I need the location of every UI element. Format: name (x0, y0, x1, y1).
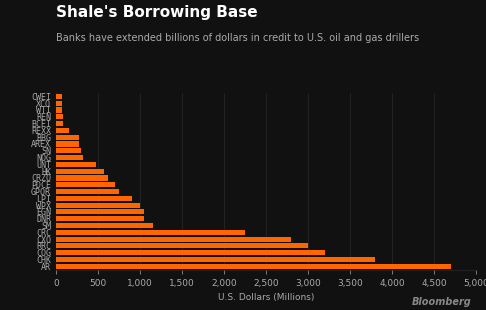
Bar (56, 264, 451, 269)
Bar (56, 243, 308, 248)
Bar (56, 216, 144, 221)
Bar (56, 101, 62, 106)
Bar (56, 148, 81, 153)
Bar (56, 182, 115, 187)
Bar (56, 223, 153, 228)
Bar (56, 230, 245, 235)
Bar (56, 250, 325, 255)
Text: Shale's Borrowing Base: Shale's Borrowing Base (56, 5, 258, 20)
Bar (56, 162, 96, 167)
Bar (56, 141, 79, 147)
Bar (56, 189, 119, 194)
Bar (56, 237, 291, 242)
Bar (56, 108, 62, 113)
Bar (56, 128, 69, 133)
Bar (56, 209, 144, 215)
Bar (56, 257, 375, 262)
Bar (56, 135, 79, 140)
Text: Banks have extended billions of dollars in credit to U.S. oil and gas drillers: Banks have extended billions of dollars … (56, 33, 419, 42)
X-axis label: U.S. Dollars (Millions): U.S. Dollars (Millions) (218, 293, 314, 302)
Bar (56, 114, 63, 119)
Bar (56, 94, 62, 99)
Bar (56, 121, 64, 126)
Bar (56, 196, 132, 201)
Text: Bloomberg: Bloomberg (412, 297, 471, 307)
Bar (56, 155, 83, 160)
Bar (56, 175, 108, 180)
Bar (56, 203, 140, 208)
Bar (56, 169, 104, 174)
